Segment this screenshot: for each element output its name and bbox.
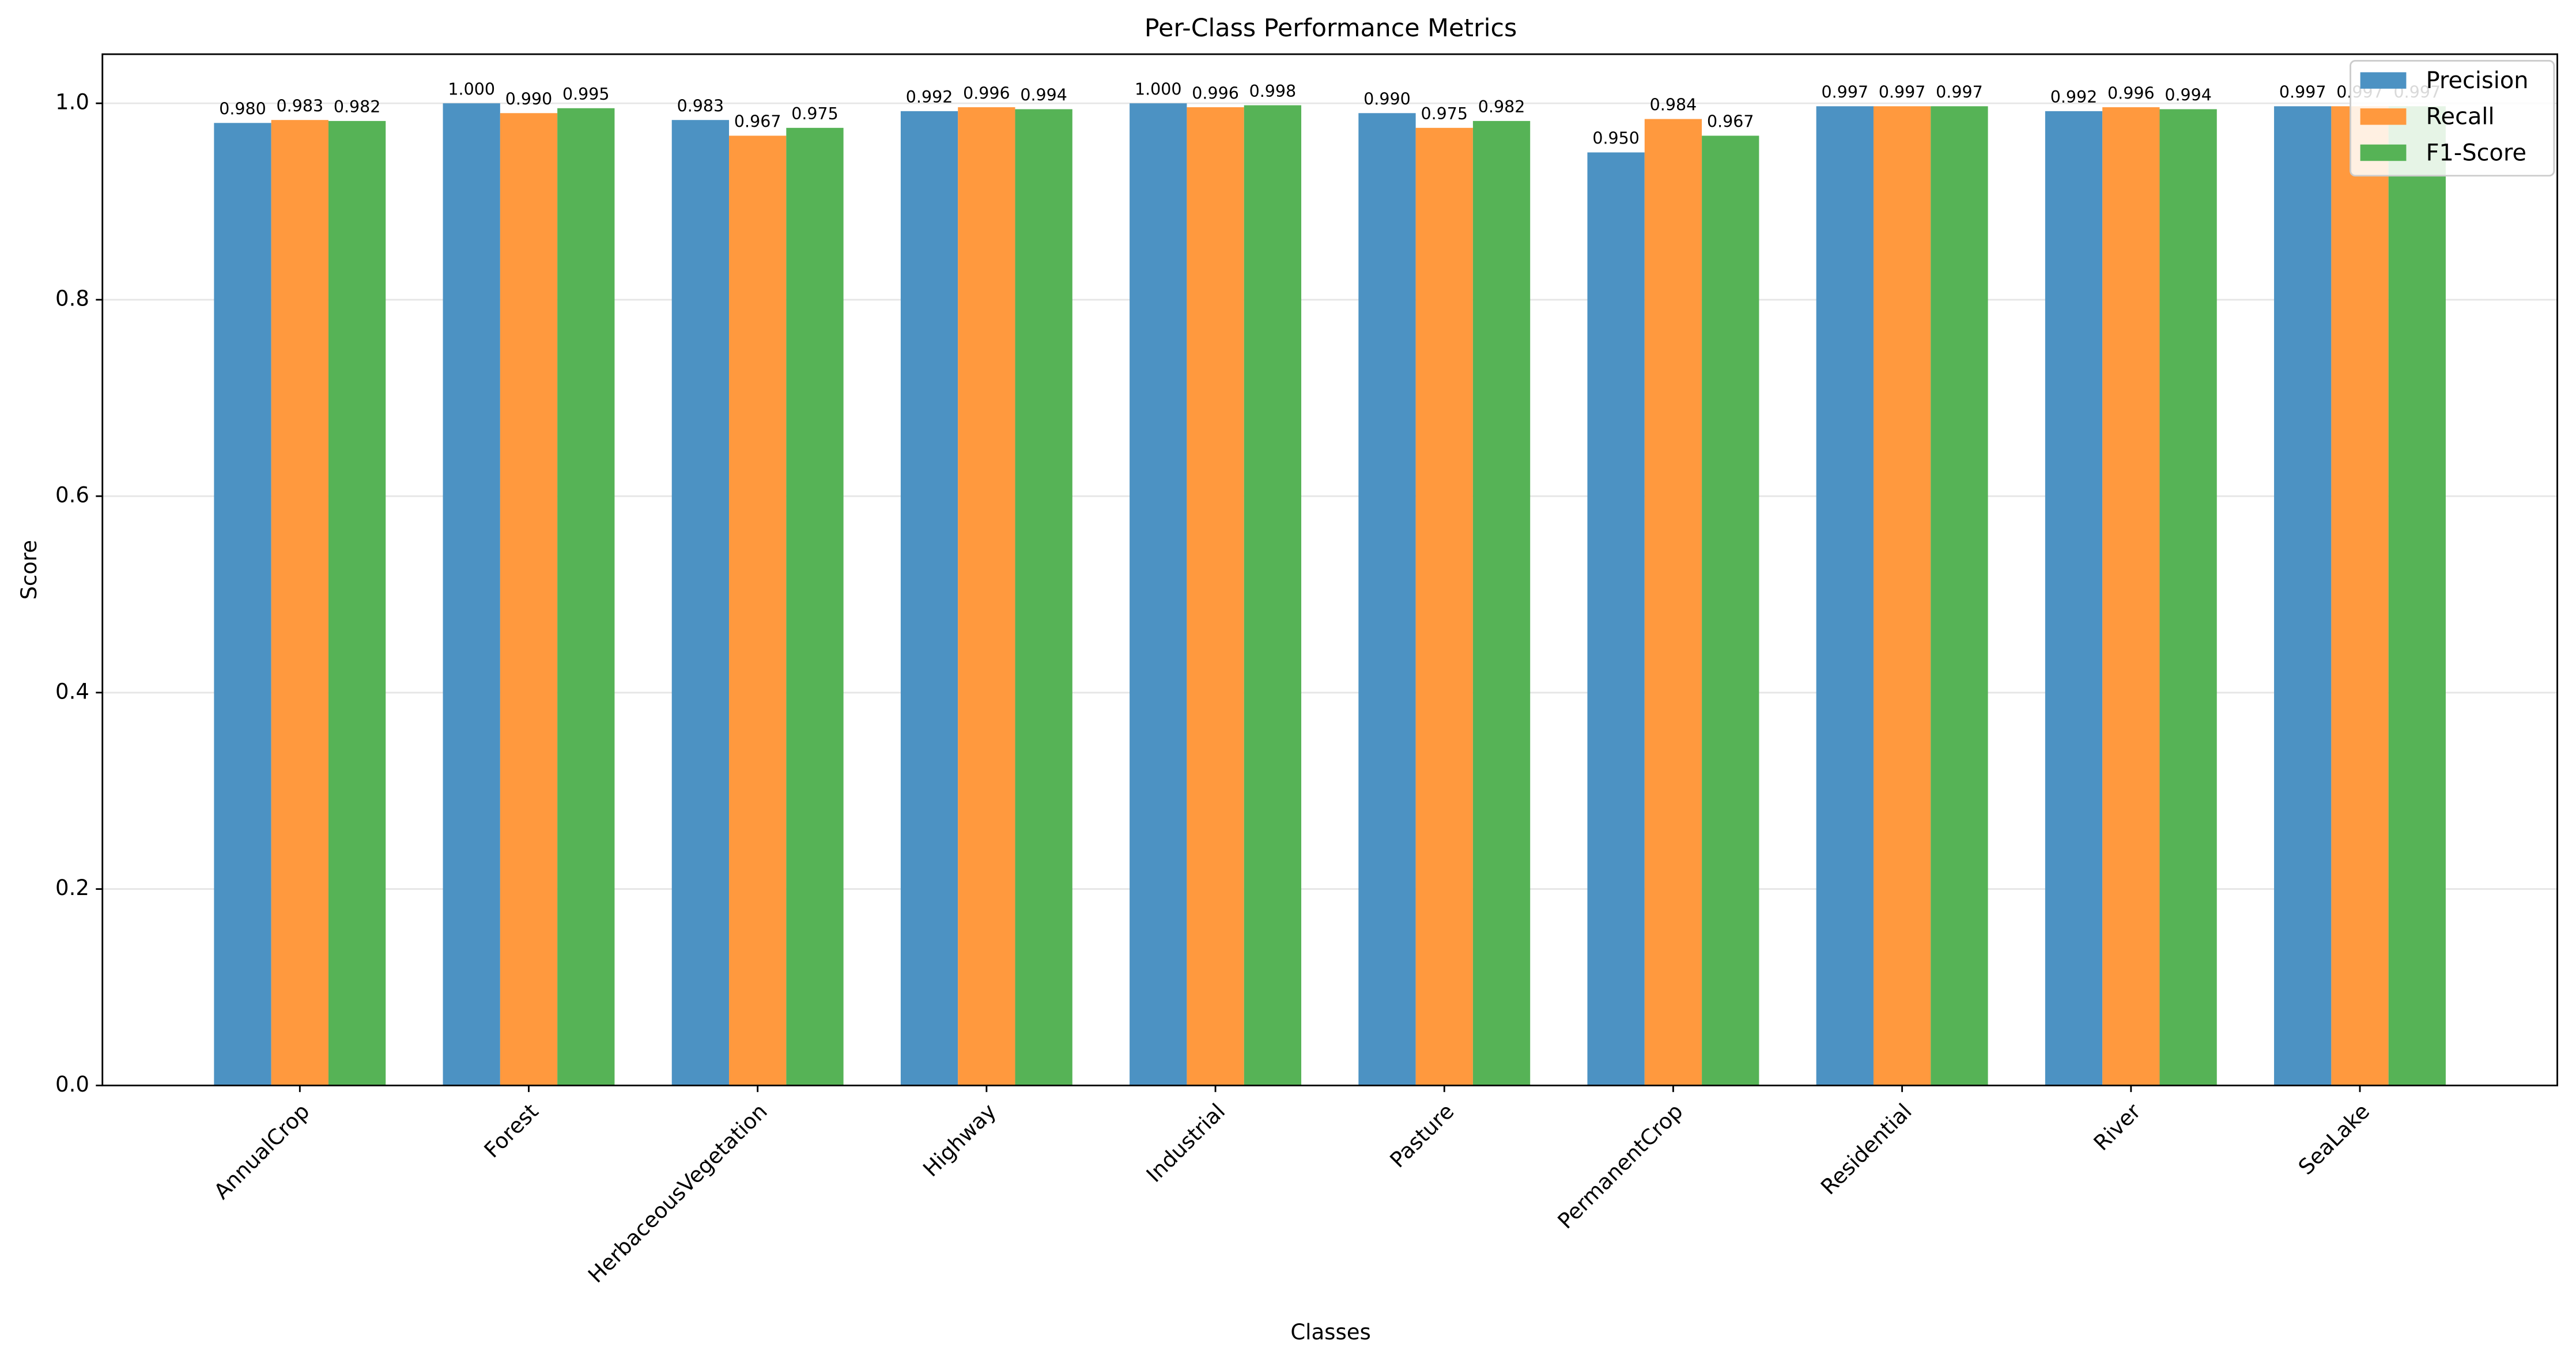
bar <box>2388 106 2446 1086</box>
bar <box>786 127 844 1086</box>
bar <box>2159 109 2217 1086</box>
value-label: 0.998 <box>1249 82 1297 101</box>
bar <box>443 103 500 1086</box>
value-label: 0.967 <box>734 112 781 131</box>
bar <box>1015 109 1072 1086</box>
bar <box>2102 107 2160 1086</box>
value-label: 0.982 <box>1478 97 1525 116</box>
bar <box>557 108 615 1086</box>
value-label: 0.997 <box>2279 83 2326 102</box>
y-tick-label: 0.6 <box>55 482 89 507</box>
value-label: 0.982 <box>334 97 381 116</box>
bar <box>1644 119 1702 1086</box>
value-label: 0.996 <box>1192 84 1239 103</box>
bar <box>2331 106 2389 1086</box>
value-label: 0.984 <box>1650 96 1697 115</box>
legend-label: Recall <box>2426 104 2495 130</box>
y-tick-label: 1.0 <box>55 90 89 115</box>
bar <box>1873 106 1931 1086</box>
value-label: 0.983 <box>277 96 324 115</box>
value-label: 0.990 <box>1363 89 1411 108</box>
value-label: 0.980 <box>219 100 266 119</box>
bar <box>1702 135 1759 1086</box>
bar <box>2274 106 2332 1086</box>
value-label: 0.975 <box>791 104 838 123</box>
bar <box>958 107 1015 1086</box>
y-tick-label: 0.8 <box>55 286 89 311</box>
value-label: 0.995 <box>562 85 610 104</box>
value-label: 0.996 <box>2107 84 2155 103</box>
bar <box>1816 106 1874 1086</box>
legend-swatch <box>2360 144 2407 161</box>
value-label: 0.997 <box>1822 83 1869 102</box>
y-tick-label: 0.2 <box>55 875 89 900</box>
y-tick-label: 0.4 <box>55 679 89 704</box>
value-label: 0.992 <box>906 88 953 107</box>
plot-frame <box>101 53 2559 1086</box>
y-axis-label: Score <box>17 540 41 600</box>
bar <box>328 120 386 1086</box>
legend-swatch <box>2360 108 2407 125</box>
bars: 0.980 0.983 0.982 1.000 0.990 0.995 0.983 0.967… <box>214 80 2446 1086</box>
bar <box>1187 107 1244 1086</box>
y-tick-label: 0.0 <box>55 1072 89 1097</box>
bar <box>2045 111 2103 1086</box>
bar <box>900 111 958 1086</box>
bar <box>671 120 730 1086</box>
bar <box>1472 120 1531 1086</box>
x-axis-label: Classes <box>1290 1320 1371 1345</box>
bar <box>1130 103 1187 1086</box>
legend: Precision Recall F1-Score <box>2350 60 2555 177</box>
value-label: 0.950 <box>1592 129 1640 148</box>
value-label: 0.996 <box>963 84 1010 103</box>
value-label: 1.000 <box>448 80 495 99</box>
bar <box>1587 152 1645 1086</box>
value-label: 0.997 <box>1879 83 1926 102</box>
value-label: 0.983 <box>677 96 724 115</box>
value-label: 0.967 <box>1707 112 1754 131</box>
value-label: 0.994 <box>2165 86 2212 105</box>
legend-label: Precision <box>2426 67 2529 94</box>
value-label: 0.994 <box>1020 86 1067 105</box>
bar <box>1931 106 1988 1086</box>
value-label: 0.990 <box>505 89 553 108</box>
legend-label: F1-Score <box>2426 139 2526 166</box>
bar <box>1244 105 1302 1086</box>
bar <box>271 120 328 1086</box>
bar <box>1358 113 1416 1086</box>
legend-swatch <box>2360 72 2407 89</box>
value-label: 0.997 <box>1936 83 1983 102</box>
bar <box>500 113 558 1086</box>
chart-title: Per-Class Performance Metrics <box>1145 14 1517 43</box>
value-label: 0.992 <box>2050 88 2098 107</box>
value-label: 0.975 <box>1421 104 1468 123</box>
bar <box>729 135 787 1086</box>
value-label: 1.000 <box>1135 80 1182 99</box>
bar <box>214 123 271 1086</box>
bar <box>1415 127 1473 1086</box>
